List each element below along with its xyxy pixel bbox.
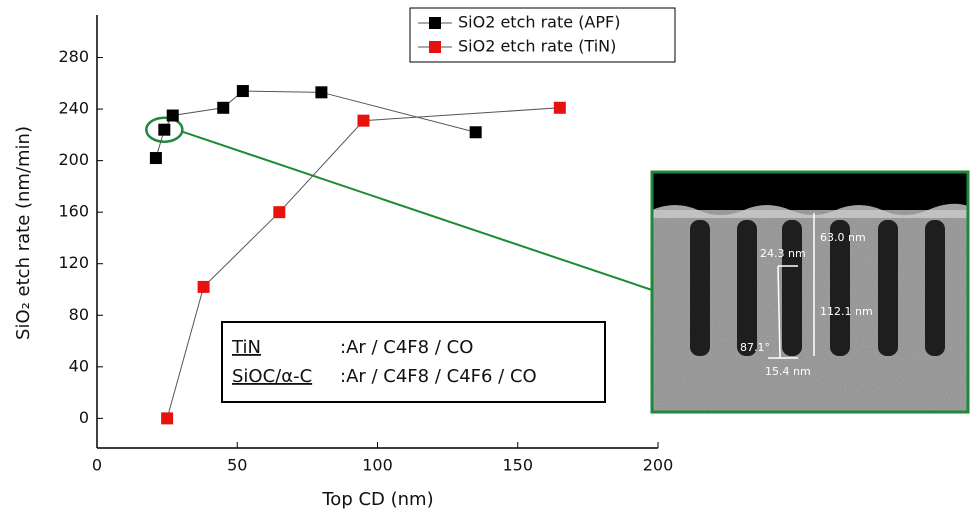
annotation-label: TiN [231,337,261,358]
inset-label: 87.1° [740,341,770,354]
inset-label: 24.3 nm [760,247,806,260]
legend-marker [429,17,441,29]
marker [237,85,249,97]
marker [198,281,210,293]
marker [217,102,229,114]
x-tick-label: 50 [227,456,247,475]
marker [161,412,173,424]
x-tick-label: 200 [643,456,674,475]
marker [554,102,566,114]
y-tick-label: 160 [58,202,89,221]
legend-label: SiO2 etch rate (APF) [458,13,620,32]
sem-inset: 63.0 nm 24.3 nm 112.1 nm 87.1° 15.4 nm [652,172,968,412]
y-tick-label: 240 [58,99,89,118]
marker [167,110,179,122]
y-tick-label: 40 [69,356,89,375]
chart: 63.0 nm 24.3 nm 112.1 nm 87.1° 15.4 nm T… [0,0,970,516]
x-tick-label: 100 [362,456,393,475]
series-line [156,91,476,158]
marker [273,206,285,218]
annotation-label: SiOC/α-C [232,366,312,387]
y-tick-label: 120 [58,253,89,272]
marker [315,86,327,98]
annotation-text: :Ar / C4F8 / C4F6 / CO [340,366,537,387]
marker [158,124,170,136]
y-tick-label: 0 [79,408,89,427]
y-tick-label: 280 [58,47,89,66]
callout-line [182,132,652,290]
inset-label: 63.0 nm [820,231,866,244]
y-tick-label: 200 [58,150,89,169]
marker [357,115,369,127]
legend: SiO2 etch rate (APF) SiO2 etch rate (TiN) [410,8,675,62]
legend-marker [429,41,441,53]
y-tick-label: 80 [69,305,89,324]
legend-label: SiO2 etch rate (TiN) [458,37,616,56]
x-tick-label: 0 [92,456,102,475]
x-axis-label: Top CD (nm) [321,489,433,510]
y-axis-label: SiO₂ etch rate (nm/min) [13,126,34,340]
marker [470,126,482,138]
annotation-text: :Ar / C4F8 / CO [340,337,473,358]
inset-label: 112.1 nm [820,305,873,318]
inset-label: 15.4 nm [765,365,811,378]
x-tick-label: 150 [502,456,533,475]
annotation-box: TiN :Ar / C4F8 / CO SiOC/α-C :Ar / C4F8 … [222,322,605,402]
marker [150,152,162,164]
